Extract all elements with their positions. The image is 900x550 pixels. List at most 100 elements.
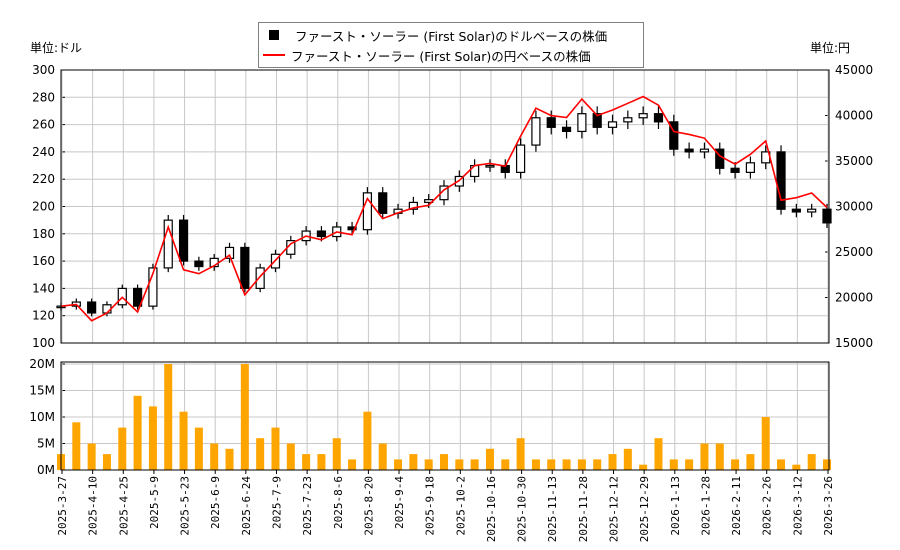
volume-bar (102, 454, 111, 470)
y-right-tick-label: 30000 (835, 200, 873, 214)
candle-body (653, 113, 664, 123)
volume-bar (777, 459, 786, 470)
y-right-tick-label: 35000 (835, 154, 873, 168)
volume-bar (317, 454, 326, 470)
x-tick-label: 2025-7-9 (270, 476, 283, 529)
volume-bar (807, 454, 816, 470)
candle-body (745, 162, 756, 173)
y-left-tick-label: 140 (32, 281, 55, 295)
volume-bar (210, 443, 219, 470)
volume-bar (746, 454, 755, 470)
candle-body (822, 208, 832, 224)
volume-bar (409, 454, 418, 470)
candle-body (255, 267, 265, 289)
volume-bar (608, 454, 617, 470)
x-tick-label: 2025-10-16 (485, 476, 498, 542)
volume-bar (148, 406, 157, 470)
candle-body (684, 148, 694, 153)
y-right-tick-label: 45000 (835, 63, 873, 77)
candle-body (316, 230, 327, 238)
x-tick-label: 2026-3-26 (822, 476, 835, 536)
y-left-tick-label: 260 (32, 118, 55, 132)
x-tick-label: 2025-5-23 (179, 476, 192, 536)
candle-body (378, 192, 388, 214)
candle-body (577, 113, 587, 133)
candle-body (561, 126, 572, 133)
x-tick-label: 2025-8-6 (332, 476, 345, 529)
y-left-tick-label: 180 (32, 227, 55, 241)
candle-body (408, 201, 418, 210)
candle-body (807, 208, 817, 213)
candle-body (638, 113, 648, 119)
right-unit-label: 単位:円 (810, 41, 851, 55)
y-left-tick-label: 120 (32, 309, 55, 323)
volume-bar (133, 395, 142, 470)
volume-plot-frame (60, 361, 830, 471)
volume-bar (577, 459, 586, 470)
y-right-tick-label: 15000 (835, 336, 873, 350)
candle-body (791, 208, 801, 213)
volume-bar (271, 427, 280, 470)
volume-tick-label: 10M (29, 410, 55, 424)
volume-bar (302, 454, 311, 470)
y-left-tick-label: 200 (32, 200, 55, 214)
legend: ファースト・ソーラー (First Solar)のドルベースの株価 ファースト・… (258, 22, 644, 68)
volume-bar (363, 411, 372, 470)
y-left-tick-label: 280 (32, 90, 55, 104)
legend-label-jpy: ファースト・ソーラー (First Solar)の円ベースの株価 (291, 48, 591, 64)
volume-bar (531, 459, 540, 470)
candle-body (776, 151, 786, 210)
legend-item-usd: ファースト・ソーラー (First Solar)のドルベースの株価 (267, 26, 607, 44)
x-tick-label: 2026-1-28 (699, 476, 712, 536)
volume-bar (823, 459, 831, 470)
candle-body (531, 117, 541, 146)
price-plot-frame (60, 69, 830, 344)
y-right-tick-label: 40000 (835, 109, 873, 123)
x-tick-label: 2025-3-27 (56, 476, 69, 536)
volume-bar (164, 364, 173, 470)
legend-item-jpy: ファースト・ソーラー (First Solar)の円ベースの株価 (263, 46, 591, 64)
volume-bar (547, 459, 556, 470)
volume-bar (593, 459, 602, 470)
volume-tick-label: 20M (29, 357, 55, 371)
volume-bar (501, 459, 510, 470)
volume-bar (332, 438, 341, 470)
volume-bar (348, 459, 357, 470)
volume-bar (516, 438, 525, 470)
x-tick-label: 2025-5-9 (148, 476, 161, 529)
volume-bar (455, 459, 464, 470)
x-tick-label: 2025-10-2 (454, 476, 467, 536)
volume-bar (700, 443, 709, 470)
volume-bar (256, 438, 265, 470)
x-tick-label: 2025-6-9 (209, 476, 222, 529)
legend-label-usd: ファースト・ソーラー (First Solar)のドルベースの株価 (295, 28, 608, 44)
candle-body (148, 267, 158, 307)
candle-body (592, 113, 602, 128)
volume-bar (179, 411, 188, 470)
x-tick-label: 2025-12-29 (638, 476, 651, 542)
x-tick-label: 2025-10-30 (516, 476, 529, 542)
candle-body (515, 144, 526, 173)
volume-bar (639, 464, 648, 470)
volume-bar (118, 427, 127, 470)
candle-body (133, 287, 143, 307)
volume-bar (562, 459, 571, 470)
left-unit-label: 単位:ドル (30, 41, 83, 55)
volume-bar (761, 417, 770, 470)
volume-bar (378, 443, 387, 470)
volume-bar (669, 459, 678, 470)
candle-body (178, 219, 189, 262)
x-tick-label: 2026-3-12 (791, 476, 804, 536)
x-tick-label: 2025-8-20 (362, 476, 375, 536)
volume-bar (654, 438, 663, 470)
x-tick-label: 2025-7-23 (301, 476, 314, 536)
candle-body (730, 167, 740, 173)
volume-bar (731, 459, 740, 470)
x-tick-label: 2026-2-11 (730, 476, 743, 536)
y-right-tick-label: 25000 (835, 245, 873, 259)
candle-body (607, 121, 618, 128)
candle-body (546, 117, 556, 128)
volume-tick-label: 15M (29, 384, 55, 398)
volume-bar (225, 448, 234, 470)
